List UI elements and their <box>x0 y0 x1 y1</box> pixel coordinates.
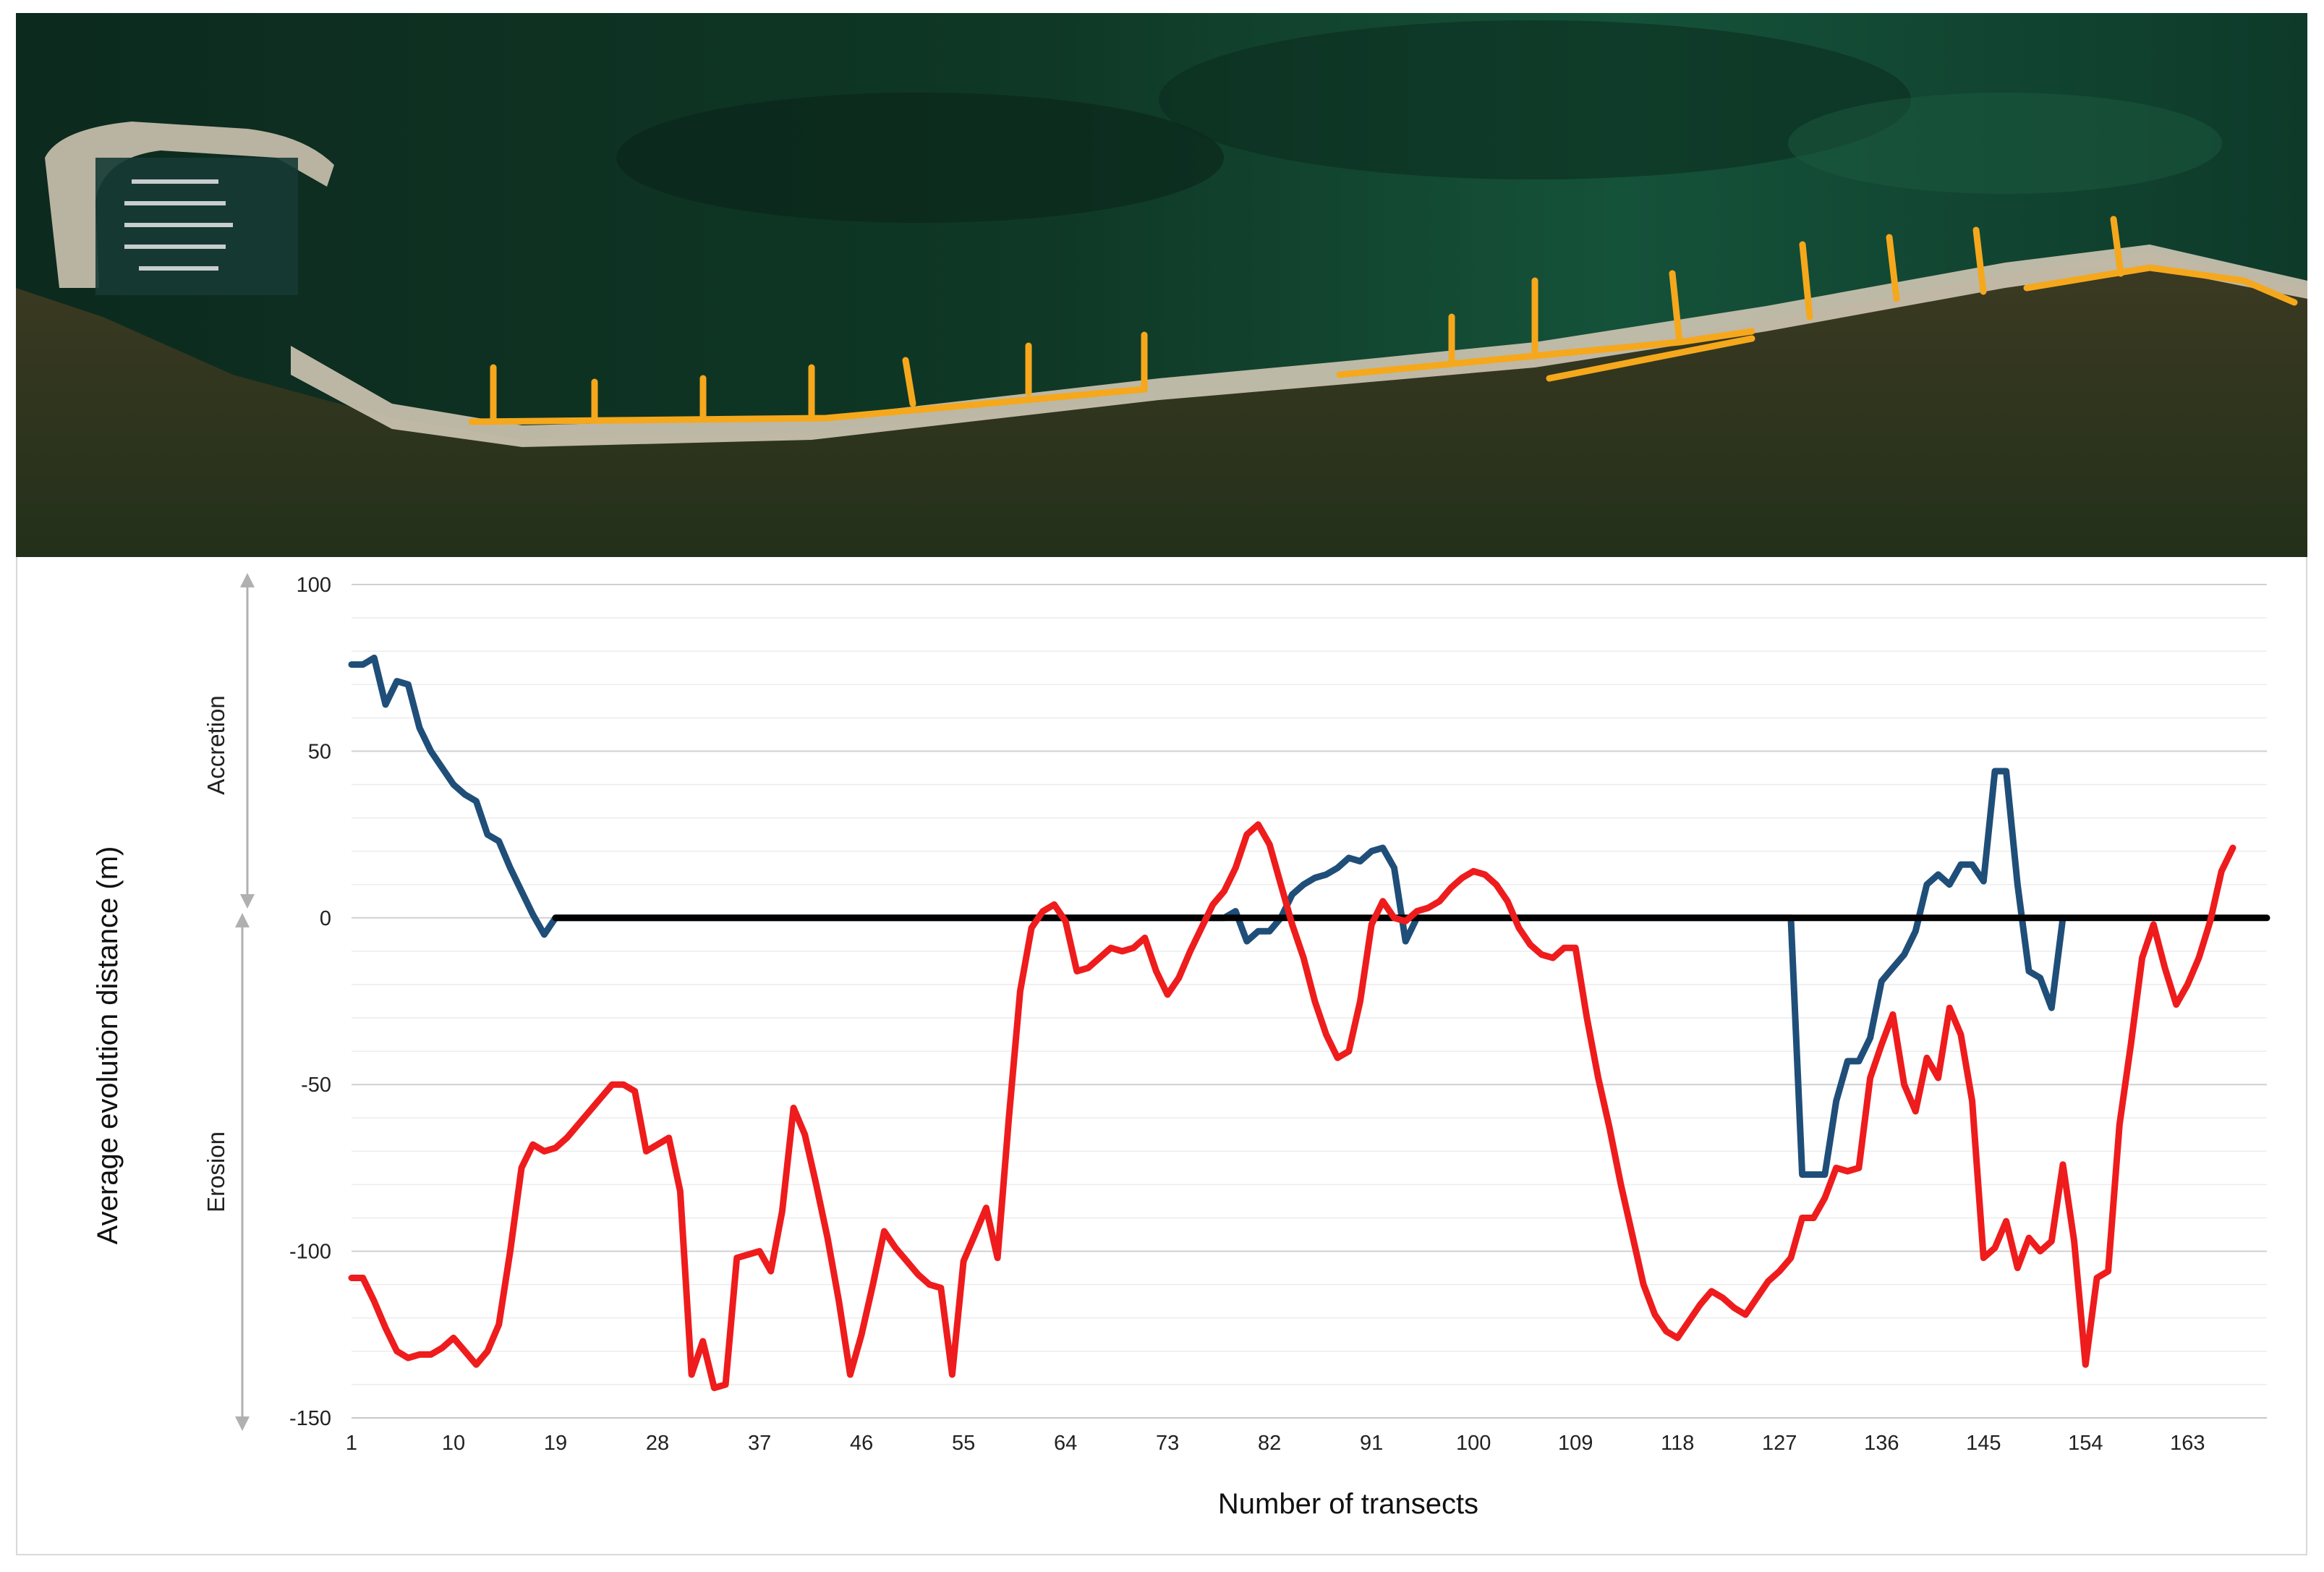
y-tick-label: -100 <box>289 1241 331 1264</box>
x-axis-title: Number of transects <box>1218 1488 1478 1520</box>
y-tick-label: 100 <box>297 574 331 597</box>
x-tick-label: 118 <box>1661 1432 1694 1455</box>
erosion-label: Erosion <box>203 1131 229 1212</box>
aerial-coastline-photo <box>16 13 2307 557</box>
y-axis-title: Average evolution distance (m) <box>92 846 124 1245</box>
x-tick-label: 127 <box>1762 1432 1797 1455</box>
x-tick-label: 28 <box>646 1432 669 1455</box>
moored-boats <box>124 179 233 271</box>
y-tick-label: -50 <box>301 1074 331 1097</box>
chart-panel: 100 50 0 -50 -100 -150 1 10 19 28 37 46 55 64 73 82 91 1… <box>16 557 2307 1555</box>
y-tick-label: 50 <box>308 740 331 763</box>
gridlines <box>352 584 2267 1419</box>
x-tick-label: 91 <box>1360 1432 1383 1455</box>
x-tick-label: 145 <box>1966 1432 2001 1455</box>
x-tick-label: 10 <box>442 1432 465 1455</box>
x-tick-label: 37 <box>748 1432 771 1455</box>
x-tick-labels: 1 10 19 28 37 46 55 64 73 82 91 100 109 118 127 136 145 1… <box>346 1432 2205 1455</box>
x-tick-label: 163 <box>2170 1432 2205 1455</box>
x-tick-label: 136 <box>1864 1432 1899 1455</box>
y-tick-label: -150 <box>289 1407 331 1430</box>
x-tick-label: 154 <box>2068 1432 2103 1455</box>
x-tick-label: 82 <box>1258 1432 1281 1455</box>
beach-strip <box>291 245 2307 447</box>
x-tick-label: 109 <box>1558 1432 1593 1455</box>
x-tick-label: 64 <box>1054 1432 1077 1455</box>
x-tick-label: 55 <box>952 1432 975 1455</box>
y-tick-label: 0 <box>320 907 331 930</box>
x-tick-label: 46 <box>850 1432 873 1455</box>
accretion-arrow <box>240 573 255 909</box>
x-tick-label: 19 <box>544 1432 567 1455</box>
series-line-1 <box>348 654 2067 1178</box>
erosion-arrow <box>235 913 250 1431</box>
series-line-3 <box>348 821 2236 1391</box>
series-layer <box>348 654 2270 1391</box>
x-tick-label: 1 <box>346 1432 357 1455</box>
transect-lines <box>468 216 2298 425</box>
y-tick-labels: 100 50 0 -50 -100 -150 <box>289 574 331 1430</box>
x-tick-label: 73 <box>1156 1432 1179 1455</box>
accretion-label: Accretion <box>203 695 229 795</box>
aerial-photo-drawing <box>16 13 2307 557</box>
x-tick-label: 100 <box>1456 1432 1491 1455</box>
